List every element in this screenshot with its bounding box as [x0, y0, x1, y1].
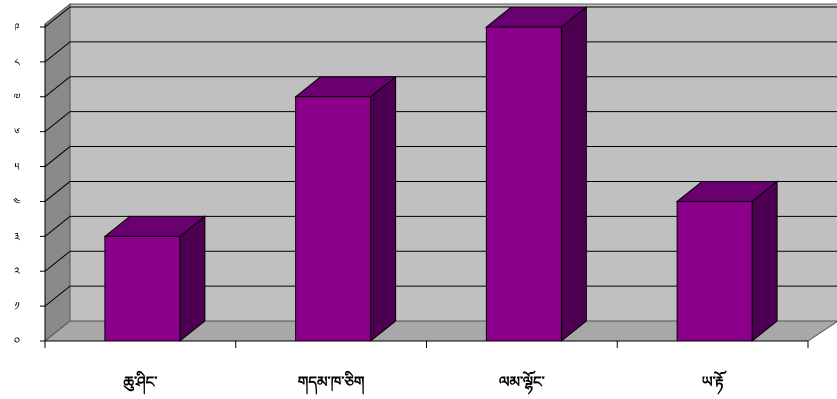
gridline-side — [44, 285, 71, 307]
bar-front — [676, 200, 753, 342]
x-category-label: ཆུ་ཤིང་ — [122, 370, 158, 395]
y-tick-label: ༢ — [14, 265, 20, 278]
bar-2 — [294, 75, 398, 343]
gridline-side — [44, 215, 71, 237]
bar-4 — [675, 180, 779, 343]
bar-side — [751, 180, 778, 343]
y-tick-label: ༣ — [14, 230, 20, 243]
chart-walls — [43, 2, 837, 343]
y-tick-label: ༡ — [14, 300, 19, 313]
y-tick-label: ༦ — [14, 126, 20, 139]
y-tick-label: ༩ — [14, 21, 20, 34]
x-axis-labels: ཆུ་ཤིང་ གདམ་ཁ་ཅིག ལམ་ལྷོང་ ཡ་རྟོ — [122, 370, 726, 395]
bar-side — [370, 75, 397, 343]
y-tick-label: ༤ — [13, 195, 21, 208]
x-category-label: གདམ་ཁ་ཅིག — [298, 370, 365, 395]
y-tick-label: ༨ — [14, 56, 20, 69]
y-tick-label: ༠ — [14, 335, 20, 348]
x-category-label: ཡ་རྟོ — [702, 370, 727, 395]
bar-side — [179, 215, 206, 343]
axes — [44, 24, 809, 348]
gridline-side — [44, 181, 71, 202]
gridline-side — [44, 41, 71, 63]
y-tick-label: ༧ — [13, 91, 20, 104]
bars — [103, 5, 779, 343]
bar-front — [485, 26, 562, 342]
bar-3 — [484, 5, 588, 343]
bar-front — [295, 96, 372, 342]
bar-side — [560, 5, 587, 343]
gridline-side — [44, 6, 71, 28]
gridline-side — [44, 76, 71, 98]
gridline-side — [44, 146, 71, 167]
bar-1 — [103, 215, 207, 343]
y-axis-ticks: ༠ ༡ ༢ ༣ ༤ ༥ ༦ ༧ ༨ ༩ — [13, 21, 45, 348]
bar-front — [104, 235, 181, 342]
gridline-side — [44, 250, 71, 272]
gridline-side — [44, 111, 71, 133]
side-wall — [44, 2, 71, 343]
y-tick-label: ༥ — [15, 161, 20, 174]
x-category-label: ལམ་ལྷོང་ — [499, 370, 546, 395]
